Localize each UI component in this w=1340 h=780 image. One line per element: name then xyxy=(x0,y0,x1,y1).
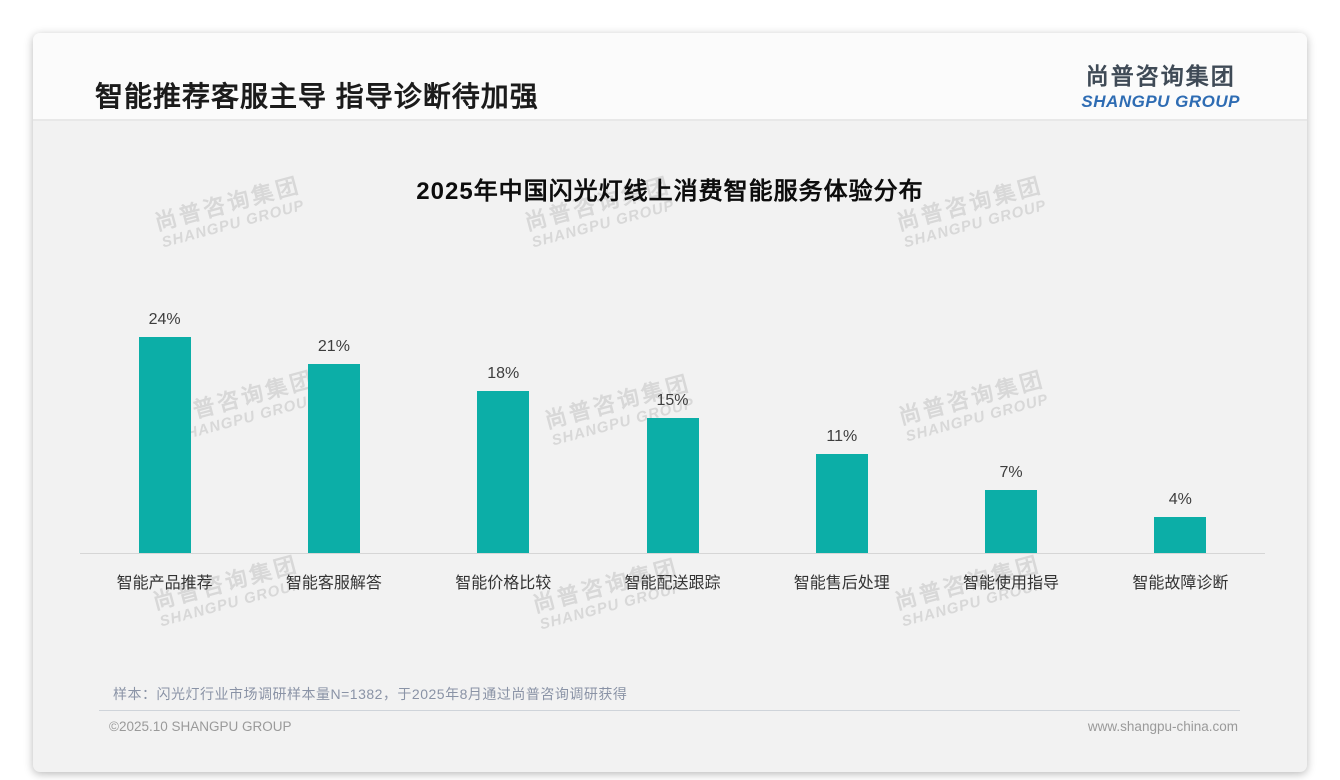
logo-english-text: SHANGPU GROUP xyxy=(1081,92,1240,111)
bar-value-label: 11% xyxy=(826,428,858,445)
bar-category-label: 智能故障诊断 xyxy=(1132,575,1229,592)
bar-value-label: 4% xyxy=(1168,491,1192,508)
bar xyxy=(646,418,699,553)
bar-value-label: 21% xyxy=(317,338,350,355)
page-title: 智能推荐客服主导 指导诊断待加强 xyxy=(95,81,539,112)
bar-category-label: 智能客服解答 xyxy=(285,575,382,592)
logo-chinese-text: 尚普咨询集团 xyxy=(1085,63,1236,89)
bar xyxy=(477,391,530,553)
company-logo: 尚普咨询集团 SHANGPU GROUP xyxy=(1081,57,1240,112)
header-bar xyxy=(33,33,1307,121)
slide-card: 智能推荐客服主导 指导诊断待加强 尚普咨询集团 SHANGPU GROUP 尚普… xyxy=(33,33,1307,772)
bar xyxy=(1154,517,1207,553)
footer-divider xyxy=(99,710,1240,711)
bar-value-label: 7% xyxy=(999,464,1023,481)
bar-value-label: 18% xyxy=(487,365,520,382)
bar-category-label: 智能价格比较 xyxy=(455,575,552,592)
bar-chart-plot: 24% 21% 18% 15% 11% 7% 4% xyxy=(80,183,1265,553)
bar-category-label: 智能产品推荐 xyxy=(116,575,213,592)
bar-category-label: 智能售后处理 xyxy=(793,575,890,592)
bar-value-label: 24% xyxy=(148,311,181,328)
sample-note: 样本：闪光灯行业市场调研样本量N=1382，于2025年8月通过尚普咨询调研获得 xyxy=(113,686,628,702)
copyright-text: ©2025.10 SHANGPU GROUP xyxy=(109,719,292,734)
website-text: www.shangpu-china.com xyxy=(1087,719,1238,734)
bar xyxy=(815,454,868,553)
bar-value-label: 15% xyxy=(656,392,689,409)
watermark: 尚普咨询集团 SHANGPU GROUP xyxy=(511,549,706,639)
bar xyxy=(307,364,360,553)
x-axis-line xyxy=(80,553,1265,554)
bar xyxy=(985,490,1038,553)
bar-category-label: 智能使用指导 xyxy=(963,575,1060,592)
category-axis: 智能产品推荐 智能客服解答 智能价格比较 智能配送跟踪 智能售后处理 智能使用指导 智能故障… xyxy=(80,569,1265,592)
bar xyxy=(138,337,191,553)
chart-title: 2025年中国闪光灯线上消费智能服务体验分布 xyxy=(416,178,924,205)
bar-category-label: 智能配送跟踪 xyxy=(624,575,721,592)
